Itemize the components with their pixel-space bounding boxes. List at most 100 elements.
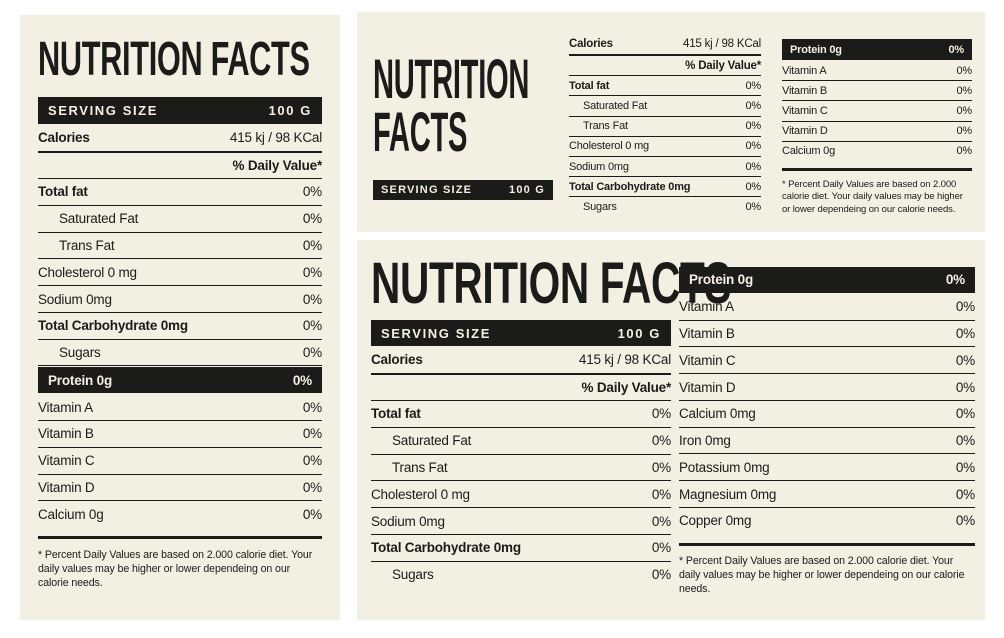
nutrient-name: Saturated Fat [583, 99, 648, 112]
nutrient-percent: 0% [956, 125, 973, 138]
nutrient-name: Total Carbohydrate 0mg [371, 540, 521, 556]
nutrient-row: Total fat 0% [371, 401, 671, 428]
footnote: * Percent Daily Values are based on 2.00… [679, 542, 975, 597]
nutrient-row: Calcium 0g 0% [782, 142, 972, 161]
nutrient-percent: 0% [651, 513, 671, 529]
nutrient-name: Trans Fat [392, 459, 448, 475]
nutrient-name: Total Carbohydrate 0mg [569, 180, 691, 193]
nutrient-row: Vitamin C 0% [782, 101, 973, 122]
nutrient-percent: 0% [948, 43, 965, 56]
nutrient-percent: 0% [302, 237, 322, 253]
nutrient-name: Magnesium 0mg [679, 486, 777, 502]
serving-size-bar: SERVING SIZE 100 G [373, 180, 553, 200]
nutrient-name: Saturated Fat [59, 211, 139, 227]
calories-label: Calories [569, 38, 613, 50]
nutrient-rows: Protein 0g 0% Vitamin A 0% Vitamin B 0% Vitami… [679, 267, 975, 534]
nutrient-row: Cholesterol 0 mg 0% [38, 259, 322, 287]
nutrient-percent: 0% [955, 486, 975, 502]
nutrient-row: Calcium 0mg 0% [679, 401, 975, 428]
nutrient-percent: 0% [302, 479, 322, 495]
nutrient-name: Vitamin D [782, 125, 828, 138]
calories-label: Calories [371, 352, 423, 367]
calories-value: 415 kj / 98 KCal [578, 352, 671, 367]
nutrient-row: Potassium 0mg 0% [679, 454, 975, 482]
daily-value-text: % Daily Value* [232, 158, 323, 173]
nutrient-row: Vitamin A 0% [782, 61, 973, 82]
serving-size-value: 100 G [268, 103, 312, 118]
nutrient-percent: 0% [745, 79, 762, 92]
nutrient-name: Vitamin A [679, 299, 734, 315]
nutrient-name: Protein 0g [689, 272, 754, 288]
nutrient-row: Total fat 0% [38, 179, 322, 206]
nutrient-name: Trans Fat [583, 120, 628, 133]
calories-row: Calories 415 kj / 98 KCal [371, 346, 671, 375]
nutrient-name: Protein 0g [790, 43, 842, 56]
nutrient-name: Sugars [59, 345, 101, 361]
nutrient-rows: Total fat 0% Saturated Fat 0% Trans Fat 0% Cho… [569, 76, 761, 216]
nutrient-percent: 0% [745, 160, 762, 173]
nutrient-name: Copper 0mg [679, 513, 752, 529]
nutrient-row: Cholesterol 0 mg 0% [569, 137, 761, 157]
nutrient-percent: 0% [651, 540, 671, 556]
nutrient-percent: 0% [956, 104, 973, 117]
nutrient-name: Sodium 0mg [371, 513, 445, 529]
nutrient-row: Sodium 0mg 0% [38, 286, 322, 313]
nutrient-row: Vitamin C 0% [38, 448, 322, 475]
nutrients-column: Calories 415 kj / 98 KCal % Daily Value*… [569, 34, 761, 217]
nutrient-row: Vitamin A 0% [38, 394, 322, 422]
daily-value-text: % Daily Value* [581, 380, 672, 395]
nutrition-label-horizontal-small: NUTRITION FACTS SERVING SIZE 100 G Calor… [357, 12, 985, 232]
nutrient-name: Calcium 0g [782, 145, 836, 158]
nutrient-name: Total fat [371, 406, 421, 422]
nutrient-name: Calcium 0mg [679, 406, 756, 422]
serving-size-label: SERVING SIZE [381, 184, 473, 196]
daily-value-header: % Daily Value* [371, 375, 671, 401]
nutrient-percent: 0% [956, 145, 973, 158]
label-title: NUTRITION FACTS [38, 33, 310, 86]
nutrient-percent: 0% [956, 64, 973, 77]
nutrient-percent: 0% [302, 345, 322, 361]
footnote: * Percent Daily Values are based on 2.00… [38, 536, 322, 591]
calories-label: Calories [38, 130, 90, 145]
nutrient-name: Vitamin A [782, 64, 827, 77]
nutrient-percent: 0% [302, 318, 322, 334]
vitamins-column: Protein 0g 0% Vitamin A 0% Vitamin B 0% Vitami… [782, 38, 972, 217]
nutrient-name: Saturated Fat [392, 433, 472, 449]
nutrient-name: Sugars [583, 200, 617, 213]
nutrient-percent: 0% [955, 459, 975, 475]
nutrient-percent: 0% [651, 433, 671, 449]
nutrient-percent: 0% [302, 184, 322, 200]
nutrient-name: Cholesterol 0 mg [38, 264, 137, 280]
nutrient-name: Vitamin B [679, 325, 735, 341]
nutrient-row: Sugars 0% [38, 340, 322, 367]
nutrient-percent: 0% [302, 453, 322, 469]
nutrient-percent: 0% [651, 486, 671, 502]
vitamins-column: Protein 0g 0% Vitamin A 0% Vitamin B 0% Vitami… [679, 266, 975, 597]
nutrient-percent: 0% [955, 433, 975, 449]
label-title: NUTRITION FACTS [373, 47, 530, 164]
serving-size-value: 100 G [509, 184, 545, 196]
nutrient-percent: 0% [955, 299, 975, 315]
nutrient-percent: 0% [651, 459, 671, 475]
title-line-1: NUTRITION [373, 47, 530, 110]
title-line-2: FACTS [373, 100, 468, 164]
calories-value: 415 kj / 98 KCal [683, 38, 761, 50]
nutrient-rows: Protein 0g 0% Vitamin A 0% Vitamin B 0% Vitami… [782, 39, 972, 161]
nutrient-row: Vitamin A 0% [679, 294, 975, 321]
nutrient-percent: 0% [745, 120, 762, 133]
nutrient-percent: 0% [955, 325, 975, 341]
nutrient-percent: 0% [956, 84, 973, 97]
nutrient-row: Vitamin B 0% [782, 81, 973, 102]
nutrient-name: Vitamin C [679, 352, 736, 368]
daily-value-header: % Daily Value* [38, 153, 322, 179]
nutrient-row: Trans Fat 0% [371, 455, 671, 482]
nutrient-row: Protein 0g 0% [38, 367, 322, 394]
calories-row: Calories 415 kj / 98 KCal [38, 124, 322, 153]
nutrient-row: Copper 0mg 0% [679, 508, 975, 534]
nutrient-row: Total fat 0% [569, 76, 762, 97]
nutrient-row: Sugars 0% [371, 562, 671, 588]
nutrient-name: Vitamin B [38, 426, 94, 442]
nutrient-row: Vitamin B 0% [679, 321, 975, 348]
footnote: * Percent Daily Values are based on 2.00… [782, 167, 972, 217]
